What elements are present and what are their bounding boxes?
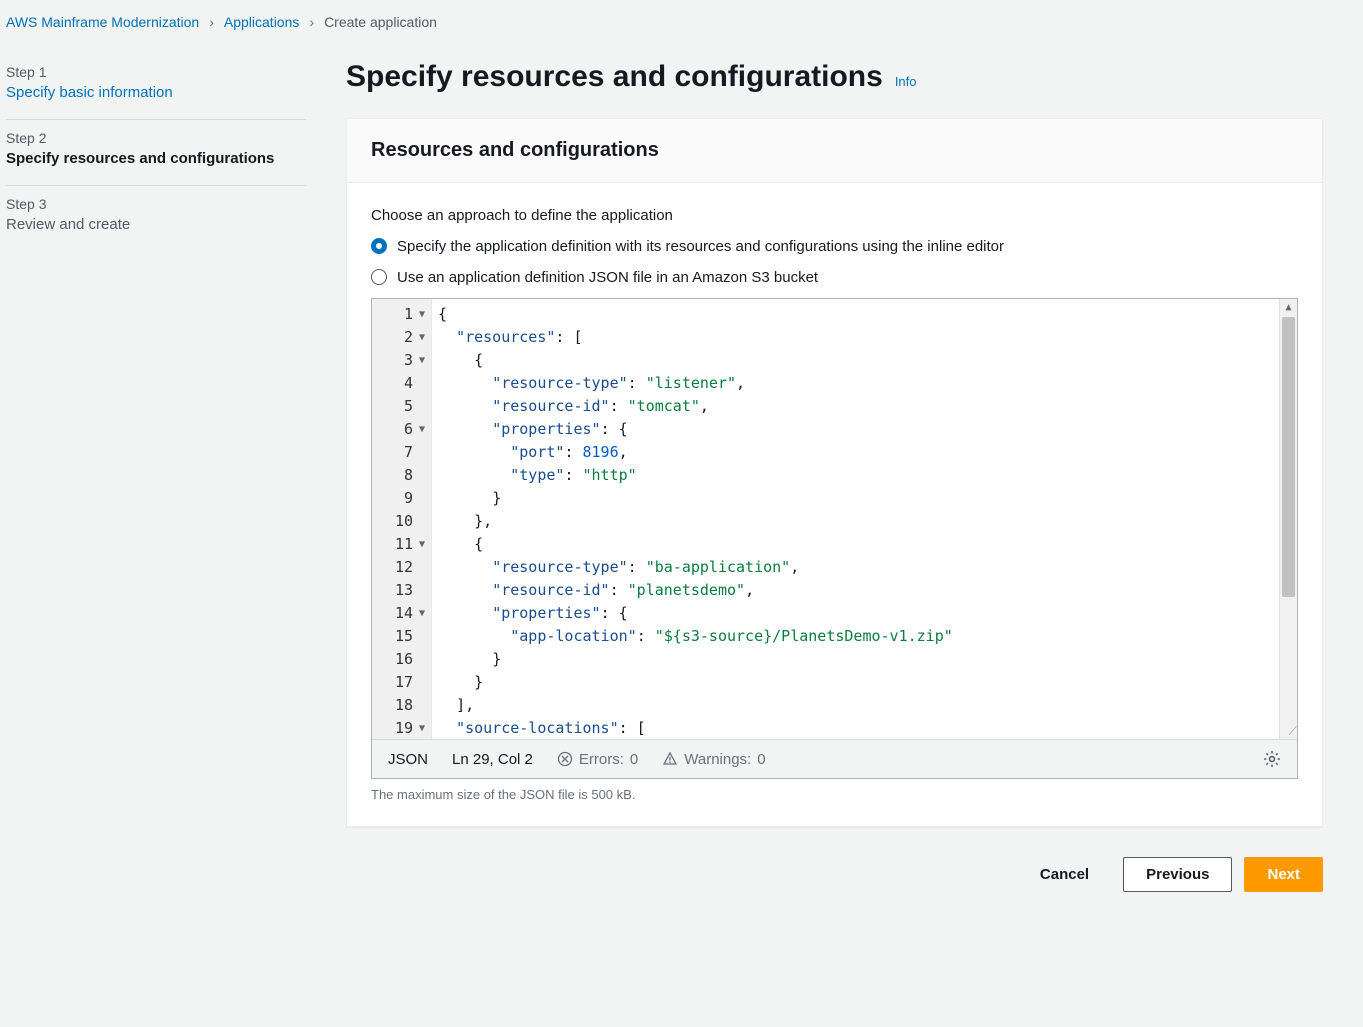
breadcrumb-link-service[interactable]: AWS Mainframe Modernization: [6, 14, 199, 30]
breadcrumb-link-applications[interactable]: Applications: [224, 14, 300, 30]
line-number: 5: [372, 395, 425, 418]
code-line[interactable]: "app-location": "${s3-source}/PlanetsDem…: [438, 625, 1297, 648]
line-number: 14▼: [372, 602, 425, 625]
radio-s3-bucket[interactable]: Use an application definition JSON file …: [371, 267, 1298, 288]
cancel-button[interactable]: Cancel: [1018, 857, 1111, 892]
wizard-sidebar: Step 1 Specify basic information Step 2 …: [6, 42, 306, 892]
code-line[interactable]: }: [438, 648, 1297, 671]
editor-status-bar: JSON Ln 29, Col 2 Errors: 0 Warnings: 0: [372, 739, 1297, 778]
step-number: Step 3: [6, 196, 306, 212]
breadcrumb: AWS Mainframe Modernization › Applicatio…: [6, 10, 1323, 42]
json-editor[interactable]: 1▼2▼3▼456▼7891011▼121314▼1516171819▼ { "…: [371, 298, 1298, 779]
breadcrumb-current: Create application: [324, 14, 437, 30]
wizard-step-3: Step 3 Review and create: [6, 186, 306, 251]
code-line[interactable]: "resources": [: [438, 326, 1297, 349]
code-line[interactable]: "source-locations": [: [438, 717, 1297, 739]
line-number: 11▼: [372, 533, 425, 556]
next-button[interactable]: Next: [1244, 857, 1323, 892]
line-number: 18: [372, 694, 425, 717]
line-number: 17: [372, 671, 425, 694]
code-line[interactable]: "port": 8196,: [438, 441, 1297, 464]
wizard-step-1[interactable]: Step 1 Specify basic information: [6, 54, 306, 120]
code-line[interactable]: {: [438, 303, 1297, 326]
resize-handle-icon[interactable]: ⟋: [1289, 724, 1297, 739]
editor-scrollbar[interactable]: ▲ ⟋: [1279, 299, 1297, 739]
line-number: 13: [372, 579, 425, 602]
step-number: Step 1: [6, 64, 306, 80]
code-line[interactable]: },: [438, 510, 1297, 533]
code-line[interactable]: {: [438, 533, 1297, 556]
approach-label: Choose an approach to define the applica…: [371, 207, 1298, 224]
step-title[interactable]: Specify basic information: [6, 84, 306, 101]
status-cursor-position: Ln 29, Col 2: [452, 751, 533, 768]
status-language: JSON: [388, 751, 428, 768]
radio-label: Use an application definition JSON file …: [397, 267, 818, 288]
footer-buttons: Cancel Previous Next: [346, 857, 1323, 892]
code-line[interactable]: }: [438, 671, 1297, 694]
line-number: 4: [372, 372, 425, 395]
code-line[interactable]: "resource-id": "tomcat",: [438, 395, 1297, 418]
status-errors-label: Errors:: [579, 751, 624, 768]
status-errors: Errors: 0: [557, 751, 638, 768]
page-title-text: Specify resources and configurations: [346, 60, 883, 94]
radio-icon[interactable]: [371, 269, 387, 285]
code-line[interactable]: }: [438, 487, 1297, 510]
status-errors-count: 0: [630, 751, 638, 768]
wizard-step-2: Step 2 Specify resources and configurati…: [6, 120, 306, 186]
line-number: 3▼: [372, 349, 425, 372]
previous-button[interactable]: Previous: [1123, 857, 1232, 892]
line-number: 1▼: [372, 303, 425, 326]
code-line[interactable]: "resource-type": "listener",: [438, 372, 1297, 395]
page-title: Specify resources and configurations Inf…: [346, 60, 1323, 94]
gear-icon[interactable]: [1263, 750, 1281, 768]
line-number: 7: [372, 441, 425, 464]
helper-text: The maximum size of the JSON file is 500…: [371, 787, 1298, 802]
chevron-right-icon: ›: [209, 14, 214, 30]
radio-label: Specify the application definition with …: [397, 236, 1004, 257]
line-number: 16: [372, 648, 425, 671]
editor-gutter: 1▼2▼3▼456▼7891011▼121314▼1516171819▼: [372, 299, 432, 739]
step-title: Specify resources and configurations: [6, 150, 306, 167]
line-number: 8: [372, 464, 425, 487]
scroll-up-icon[interactable]: ▲: [1280, 299, 1297, 317]
code-line[interactable]: "properties": {: [438, 602, 1297, 625]
line-number: 10: [372, 510, 425, 533]
info-link[interactable]: Info: [895, 74, 917, 89]
editor-code[interactable]: { "resources": [ { "resource-type": "lis…: [432, 299, 1297, 739]
card-header: Resources and configurations: [347, 119, 1322, 183]
radio-icon[interactable]: [371, 238, 387, 254]
line-number: 9: [372, 487, 425, 510]
code-line[interactable]: "properties": {: [438, 418, 1297, 441]
line-number: 6▼: [372, 418, 425, 441]
step-number: Step 2: [6, 130, 306, 146]
code-line[interactable]: {: [438, 349, 1297, 372]
status-warnings: Warnings: 0: [662, 751, 765, 768]
status-warnings-count: 0: [757, 751, 765, 768]
code-line[interactable]: "type": "http": [438, 464, 1297, 487]
code-line[interactable]: ],: [438, 694, 1297, 717]
line-number: 19▼: [372, 717, 425, 739]
radio-inline-editor[interactable]: Specify the application definition with …: [371, 236, 1298, 257]
line-number: 15: [372, 625, 425, 648]
code-line[interactable]: "resource-type": "ba-application",: [438, 556, 1297, 579]
status-warnings-label: Warnings:: [684, 751, 751, 768]
code-line[interactable]: "resource-id": "planetsdemo",: [438, 579, 1297, 602]
resources-card: Resources and configurations Choose an a…: [346, 118, 1323, 827]
chevron-right-icon: ›: [309, 14, 314, 30]
error-icon: [557, 751, 573, 767]
warning-icon: [662, 751, 678, 767]
line-number: 2▼: [372, 326, 425, 349]
scroll-thumb[interactable]: [1282, 317, 1295, 597]
line-number: 12: [372, 556, 425, 579]
step-title: Review and create: [6, 216, 306, 233]
card-title: Resources and configurations: [371, 139, 1298, 162]
